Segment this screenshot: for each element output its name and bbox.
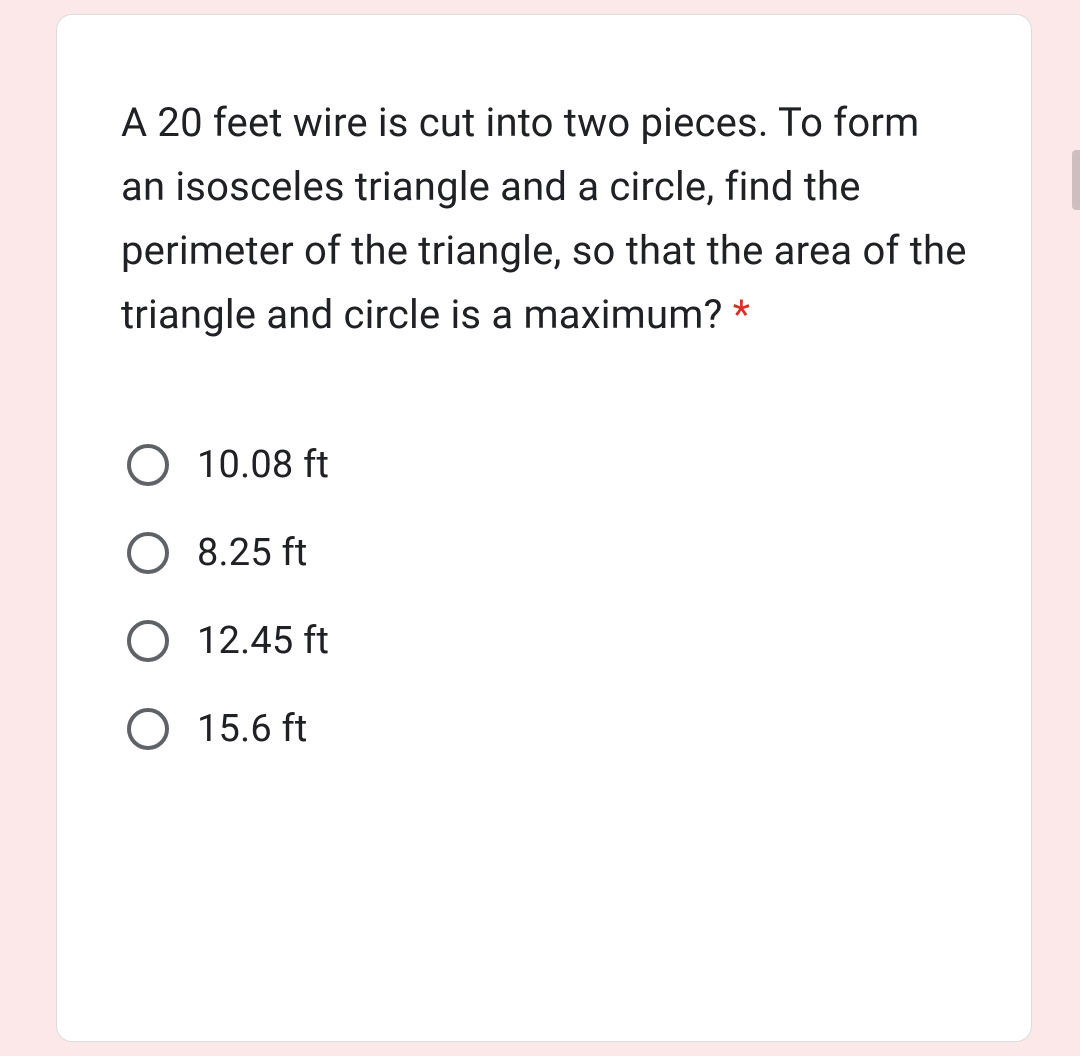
question-card: A 20 feet wire is cut into two pieces. T… <box>56 14 1032 1042</box>
radio-icon <box>127 620 169 662</box>
option-2[interactable]: 8.25 ft <box>121 509 967 597</box>
question-body: A 20 feet wire is cut into two pieces. T… <box>121 99 967 338</box>
option-3[interactable]: 12.45 ft <box>121 597 967 685</box>
options-group: 10.08 ft 8.25 ft 12.45 ft 15.6 ft <box>121 421 967 773</box>
radio-icon <box>127 532 169 574</box>
question-text: A 20 feet wire is cut into two pieces. T… <box>121 91 967 347</box>
radio-icon <box>127 444 169 486</box>
option-1[interactable]: 10.08 ft <box>121 421 967 509</box>
option-label: 12.45 ft <box>197 619 329 663</box>
option-label: 8.25 ft <box>197 531 308 575</box>
option-label: 15.6 ft <box>197 707 308 751</box>
option-4[interactable]: 15.6 ft <box>121 685 967 773</box>
required-asterisk: * <box>733 291 750 338</box>
radio-icon <box>127 708 169 750</box>
option-label: 10.08 ft <box>197 443 329 487</box>
scroll-indicator <box>1072 150 1080 210</box>
